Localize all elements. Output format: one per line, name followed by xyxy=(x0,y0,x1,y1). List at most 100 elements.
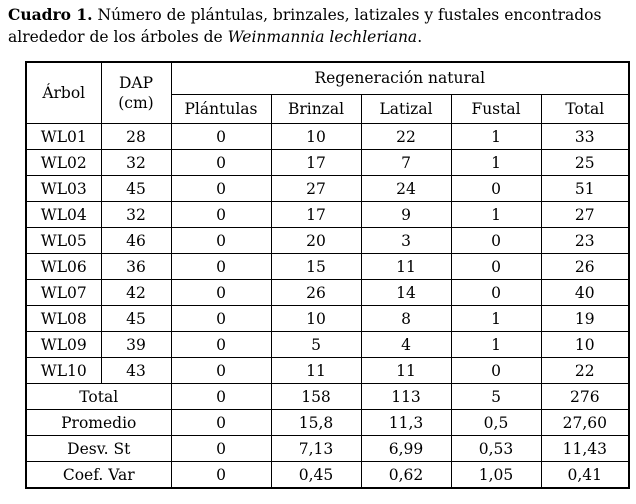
cell-arbol: WL04 xyxy=(25,201,102,228)
cell-plantulas: 0 xyxy=(170,123,272,150)
header-latizal: Latizal xyxy=(360,93,452,125)
summary-brinzal: 15,8 xyxy=(270,409,362,436)
table-row: WL02 32 0 17 7 1 25 xyxy=(25,149,630,176)
cell-total: 25 xyxy=(540,149,630,176)
summary-plantulas: 0 xyxy=(170,383,272,410)
summary-fustal: 0,5 xyxy=(450,409,542,436)
header-arbol: Árbol xyxy=(25,61,102,124)
caption-lead: Cuadro 1. xyxy=(8,5,93,24)
summary-plantulas: 0 xyxy=(170,461,272,489)
cell-dap: 36 xyxy=(100,253,172,280)
summary-row-coef: Coef. Var 0 0,45 0,62 1,05 0,41 xyxy=(25,461,630,489)
summary-total: 11,43 xyxy=(540,435,630,462)
cell-fustal: 0 xyxy=(450,357,542,384)
table-row: WL09 39 0 5 4 1 10 xyxy=(25,331,630,358)
header-total: Total xyxy=(540,93,630,125)
table-row: WL08 45 0 10 8 1 19 xyxy=(25,305,630,332)
cell-brinzal: 15 xyxy=(270,253,362,280)
cell-brinzal: 5 xyxy=(270,331,362,358)
cell-plantulas: 0 xyxy=(170,331,272,358)
cell-brinzal: 10 xyxy=(270,305,362,332)
summary-brinzal: 158 xyxy=(270,383,362,410)
summary-row-desv: Desv. St 0 7,13 6,99 0,53 11,43 xyxy=(25,435,630,462)
cell-plantulas: 0 xyxy=(170,305,272,332)
header-dap-label: DAP xyxy=(118,74,154,92)
cell-dap: 43 xyxy=(100,357,172,384)
summary-latizal: 11,3 xyxy=(360,409,452,436)
summary-label: Coef. Var xyxy=(25,461,172,489)
cell-brinzal: 26 xyxy=(270,279,362,306)
cell-total: 19 xyxy=(540,305,630,332)
summary-label: Promedio xyxy=(25,409,172,436)
summary-label: Desv. St xyxy=(25,435,172,462)
cell-plantulas: 0 xyxy=(170,357,272,384)
cell-fustal: 1 xyxy=(450,149,542,176)
cell-dap: 32 xyxy=(100,149,172,176)
summary-latizal: 113 xyxy=(360,383,452,410)
summary-latizal: 6,99 xyxy=(360,435,452,462)
cell-latizal: 22 xyxy=(360,123,452,150)
header-dap: DAP (cm) xyxy=(100,61,172,124)
summary-latizal: 0,62 xyxy=(360,461,452,489)
cell-plantulas: 0 xyxy=(170,201,272,228)
summary-label: Total xyxy=(25,383,172,410)
cell-latizal: 8 xyxy=(360,305,452,332)
cell-fustal: 1 xyxy=(450,201,542,228)
cell-brinzal: 27 xyxy=(270,175,362,202)
cell-arbol: WL07 xyxy=(25,279,102,306)
cell-total: 26 xyxy=(540,253,630,280)
table-row: WL06 36 0 15 11 0 26 xyxy=(25,253,630,280)
cell-arbol: WL02 xyxy=(25,149,102,176)
cell-plantulas: 0 xyxy=(170,227,272,254)
cell-total: 10 xyxy=(540,331,630,358)
summary-total: 0,41 xyxy=(540,461,630,489)
cell-arbol: WL05 xyxy=(25,227,102,254)
cell-latizal: 11 xyxy=(360,253,452,280)
cell-total: 23 xyxy=(540,227,630,254)
cell-fustal: 0 xyxy=(450,175,542,202)
cell-total: 27 xyxy=(540,201,630,228)
summary-plantulas: 0 xyxy=(170,409,272,436)
cell-fustal: 0 xyxy=(450,279,542,306)
cell-plantulas: 0 xyxy=(170,279,272,306)
table-row: WL10 43 0 11 11 0 22 xyxy=(25,357,630,384)
cell-total: 40 xyxy=(540,279,630,306)
summary-row-promedio: Promedio 0 15,8 11,3 0,5 27,60 xyxy=(25,409,630,436)
cell-plantulas: 0 xyxy=(170,175,272,202)
cell-brinzal: 17 xyxy=(270,149,362,176)
cell-brinzal: 20 xyxy=(270,227,362,254)
header-row-1: Árbol DAP (cm) Regeneración natural xyxy=(25,61,630,124)
cell-dap: 46 xyxy=(100,227,172,254)
summary-total: 276 xyxy=(540,383,630,410)
cell-latizal: 9 xyxy=(360,201,452,228)
cell-arbol: WL09 xyxy=(25,331,102,358)
cell-arbol: WL10 xyxy=(25,357,102,384)
cell-fustal: 1 xyxy=(450,305,542,332)
cell-arbol: WL06 xyxy=(25,253,102,280)
cell-dap: 32 xyxy=(100,201,172,228)
table-row: WL01 28 0 10 22 1 33 xyxy=(25,123,630,150)
cell-dap: 45 xyxy=(100,305,172,332)
cell-fustal: 1 xyxy=(450,331,542,358)
cell-arbol: WL01 xyxy=(25,123,102,150)
cell-latizal: 14 xyxy=(360,279,452,306)
cell-dap: 45 xyxy=(100,175,172,202)
cell-latizal: 24 xyxy=(360,175,452,202)
summary-brinzal: 0,45 xyxy=(270,461,362,489)
caption-text: Número de plántulas, brinzales, latizale… xyxy=(8,6,602,46)
table-row: WL05 46 0 20 3 0 23 xyxy=(25,227,630,254)
header-fustal: Fustal xyxy=(450,93,542,125)
summary-fustal: 0,53 xyxy=(450,435,542,462)
caption-species: Weinmannia lechleriana xyxy=(227,28,418,46)
cell-fustal: 1 xyxy=(450,123,542,150)
cell-brinzal: 11 xyxy=(270,357,362,384)
cell-dap: 42 xyxy=(100,279,172,306)
cell-plantulas: 0 xyxy=(170,253,272,280)
cell-total: 51 xyxy=(540,175,630,202)
table-caption: Cuadro 1. Número de plántulas, brinzales… xyxy=(8,4,630,48)
summary-total: 27,60 xyxy=(540,409,630,436)
table-row: WL03 45 0 27 24 0 51 xyxy=(25,175,630,202)
table-row: WL04 32 0 17 9 1 27 xyxy=(25,201,630,228)
cell-arbol: WL08 xyxy=(25,305,102,332)
header-row-2: Plántulas Brinzal Latizal Fustal Total xyxy=(26,93,630,125)
